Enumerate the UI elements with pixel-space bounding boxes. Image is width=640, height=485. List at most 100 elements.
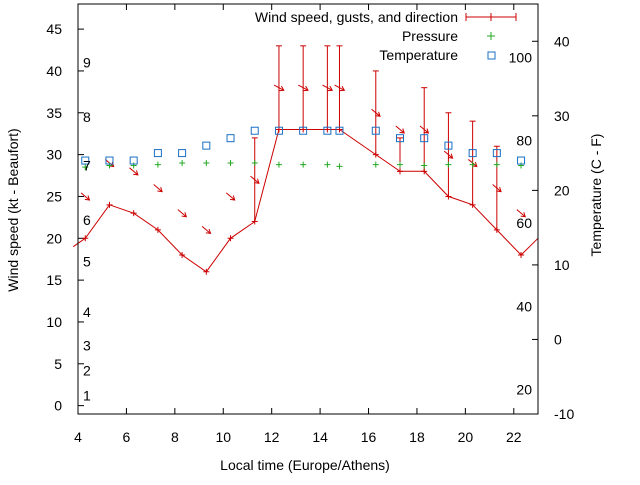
wind-speed-point <box>493 226 500 233</box>
x-tick-label: 4 <box>74 429 82 445</box>
wind-speed-point <box>469 201 476 208</box>
wind-direction-arrow <box>492 184 502 193</box>
axis-ticks <box>77 4 538 415</box>
pressure-point <box>130 162 137 169</box>
wind-speed-point <box>397 168 403 175</box>
pressure-point <box>336 163 343 170</box>
y-tick-label: 0 <box>54 398 62 414</box>
x-tick-label: 6 <box>123 429 131 445</box>
wind-speed-point <box>179 252 186 259</box>
temperature-point <box>274 126 283 135</box>
x-tick-label: 18 <box>409 429 425 445</box>
x-tick-label: 14 <box>312 429 328 445</box>
beaufort-label: 7 <box>83 157 91 173</box>
beaufort-label: 9 <box>83 55 91 71</box>
temperature-point <box>299 126 308 135</box>
wind-direction-arrow <box>322 84 334 92</box>
pressure-point <box>179 159 186 166</box>
plot-area <box>72 45 539 275</box>
fahrenheit-label: 20 <box>516 381 532 397</box>
temperature-point <box>105 156 114 165</box>
pressure-point <box>445 161 452 168</box>
wind-speed-point <box>518 252 525 259</box>
pressure-point <box>251 159 258 166</box>
wind-direction-arrow <box>419 125 430 134</box>
legend: Wind speed, gusts, and direction Pressur… <box>255 9 517 63</box>
wind-direction-arrow <box>250 175 260 184</box>
temperature-point <box>81 156 90 165</box>
wind-speed-point <box>445 193 452 200</box>
legend-swatch-wind <box>465 13 517 21</box>
pressure-point <box>324 161 331 168</box>
legend-label-pressure: Pressure <box>402 28 458 44</box>
y-tick-label: 45 <box>46 21 62 37</box>
wind-speed-point <box>227 235 234 242</box>
x-tick-label: 10 <box>215 429 231 445</box>
fahrenheit-label: 80 <box>516 132 532 148</box>
pressure-point <box>518 162 525 169</box>
wind-speed-point <box>154 226 161 233</box>
beaufort-label: 2 <box>83 362 91 378</box>
wind-direction-arrow <box>298 84 309 92</box>
temperature-point <box>226 134 235 143</box>
beaufort-label: 3 <box>83 337 91 353</box>
wind-direction-arrow <box>334 84 346 92</box>
y-tick-label: 15 <box>46 272 62 288</box>
pressure-point <box>421 162 428 169</box>
beaufort-label: 4 <box>83 304 91 320</box>
temperature-point <box>468 149 477 158</box>
wind-speed-point <box>82 235 89 242</box>
plot-frame <box>77 3 539 415</box>
y-tick-label: 25 <box>46 188 62 204</box>
pressure-point <box>82 164 89 171</box>
wind-direction-arrow <box>516 209 526 218</box>
beaufort-label: 1 <box>83 388 91 404</box>
legend-label-wind: Wind speed, gusts, and direction <box>255 9 458 25</box>
x-tick-label: 8 <box>171 429 179 445</box>
x-tick-label: 22 <box>506 429 522 445</box>
pressure-point <box>275 161 282 168</box>
temperature-point <box>420 134 429 143</box>
legend-label-temperature: Temperature <box>379 47 458 63</box>
temperature-point <box>178 149 187 158</box>
x-tick-label: 12 <box>264 429 280 445</box>
temperature-point <box>250 126 259 135</box>
fahrenheit-label: 40 <box>516 299 532 315</box>
beaufort-label: 8 <box>83 109 91 125</box>
y2-tick-label: 0 <box>554 331 562 347</box>
y2-tick-label: 10 <box>554 257 570 273</box>
wind-direction-arrow <box>153 184 163 193</box>
beaufort-label: 6 <box>83 212 91 228</box>
wind-direction-arrow <box>80 192 91 201</box>
pressure-point <box>106 162 113 169</box>
y-axis-label: Wind speed (kt - Beaufort) <box>5 128 21 291</box>
pressure-point <box>372 161 379 168</box>
pressure-point <box>397 161 403 168</box>
pressure-point <box>227 159 234 166</box>
x-tick-label: 16 <box>361 429 377 445</box>
y2-axis-label: Temperature (C - F) <box>588 134 604 257</box>
pressure-point <box>154 161 161 168</box>
beaufort-label: 5 <box>83 254 91 270</box>
temperature-point <box>202 141 211 150</box>
wind-direction-arrow <box>225 192 236 201</box>
y-tick-label: 10 <box>46 314 62 330</box>
pressure-point <box>203 159 210 166</box>
temperature-point <box>371 126 380 135</box>
fahrenheit-label: 60 <box>516 215 532 231</box>
x-axis-label: Local time (Europe/Athens) <box>220 457 390 473</box>
temperature-point <box>444 141 453 150</box>
wind-direction-arrow <box>273 84 285 92</box>
tick-labels: 4 6 8 10 12 14 16 18 20 22051015202530354045-1001… <box>46 21 574 445</box>
wind-direction-arrow <box>129 167 139 176</box>
temperature-point <box>323 126 332 135</box>
temperature-point <box>153 149 162 158</box>
wind-direction-arrow <box>371 108 381 117</box>
y-tick-label: 40 <box>46 63 62 79</box>
y2-tick-label: -10 <box>554 406 574 422</box>
y-tick-label: 5 <box>54 356 62 372</box>
y2-tick-label: 20 <box>554 182 570 198</box>
wind-direction-arrow <box>177 209 188 218</box>
y-tick-label: 35 <box>46 105 62 121</box>
